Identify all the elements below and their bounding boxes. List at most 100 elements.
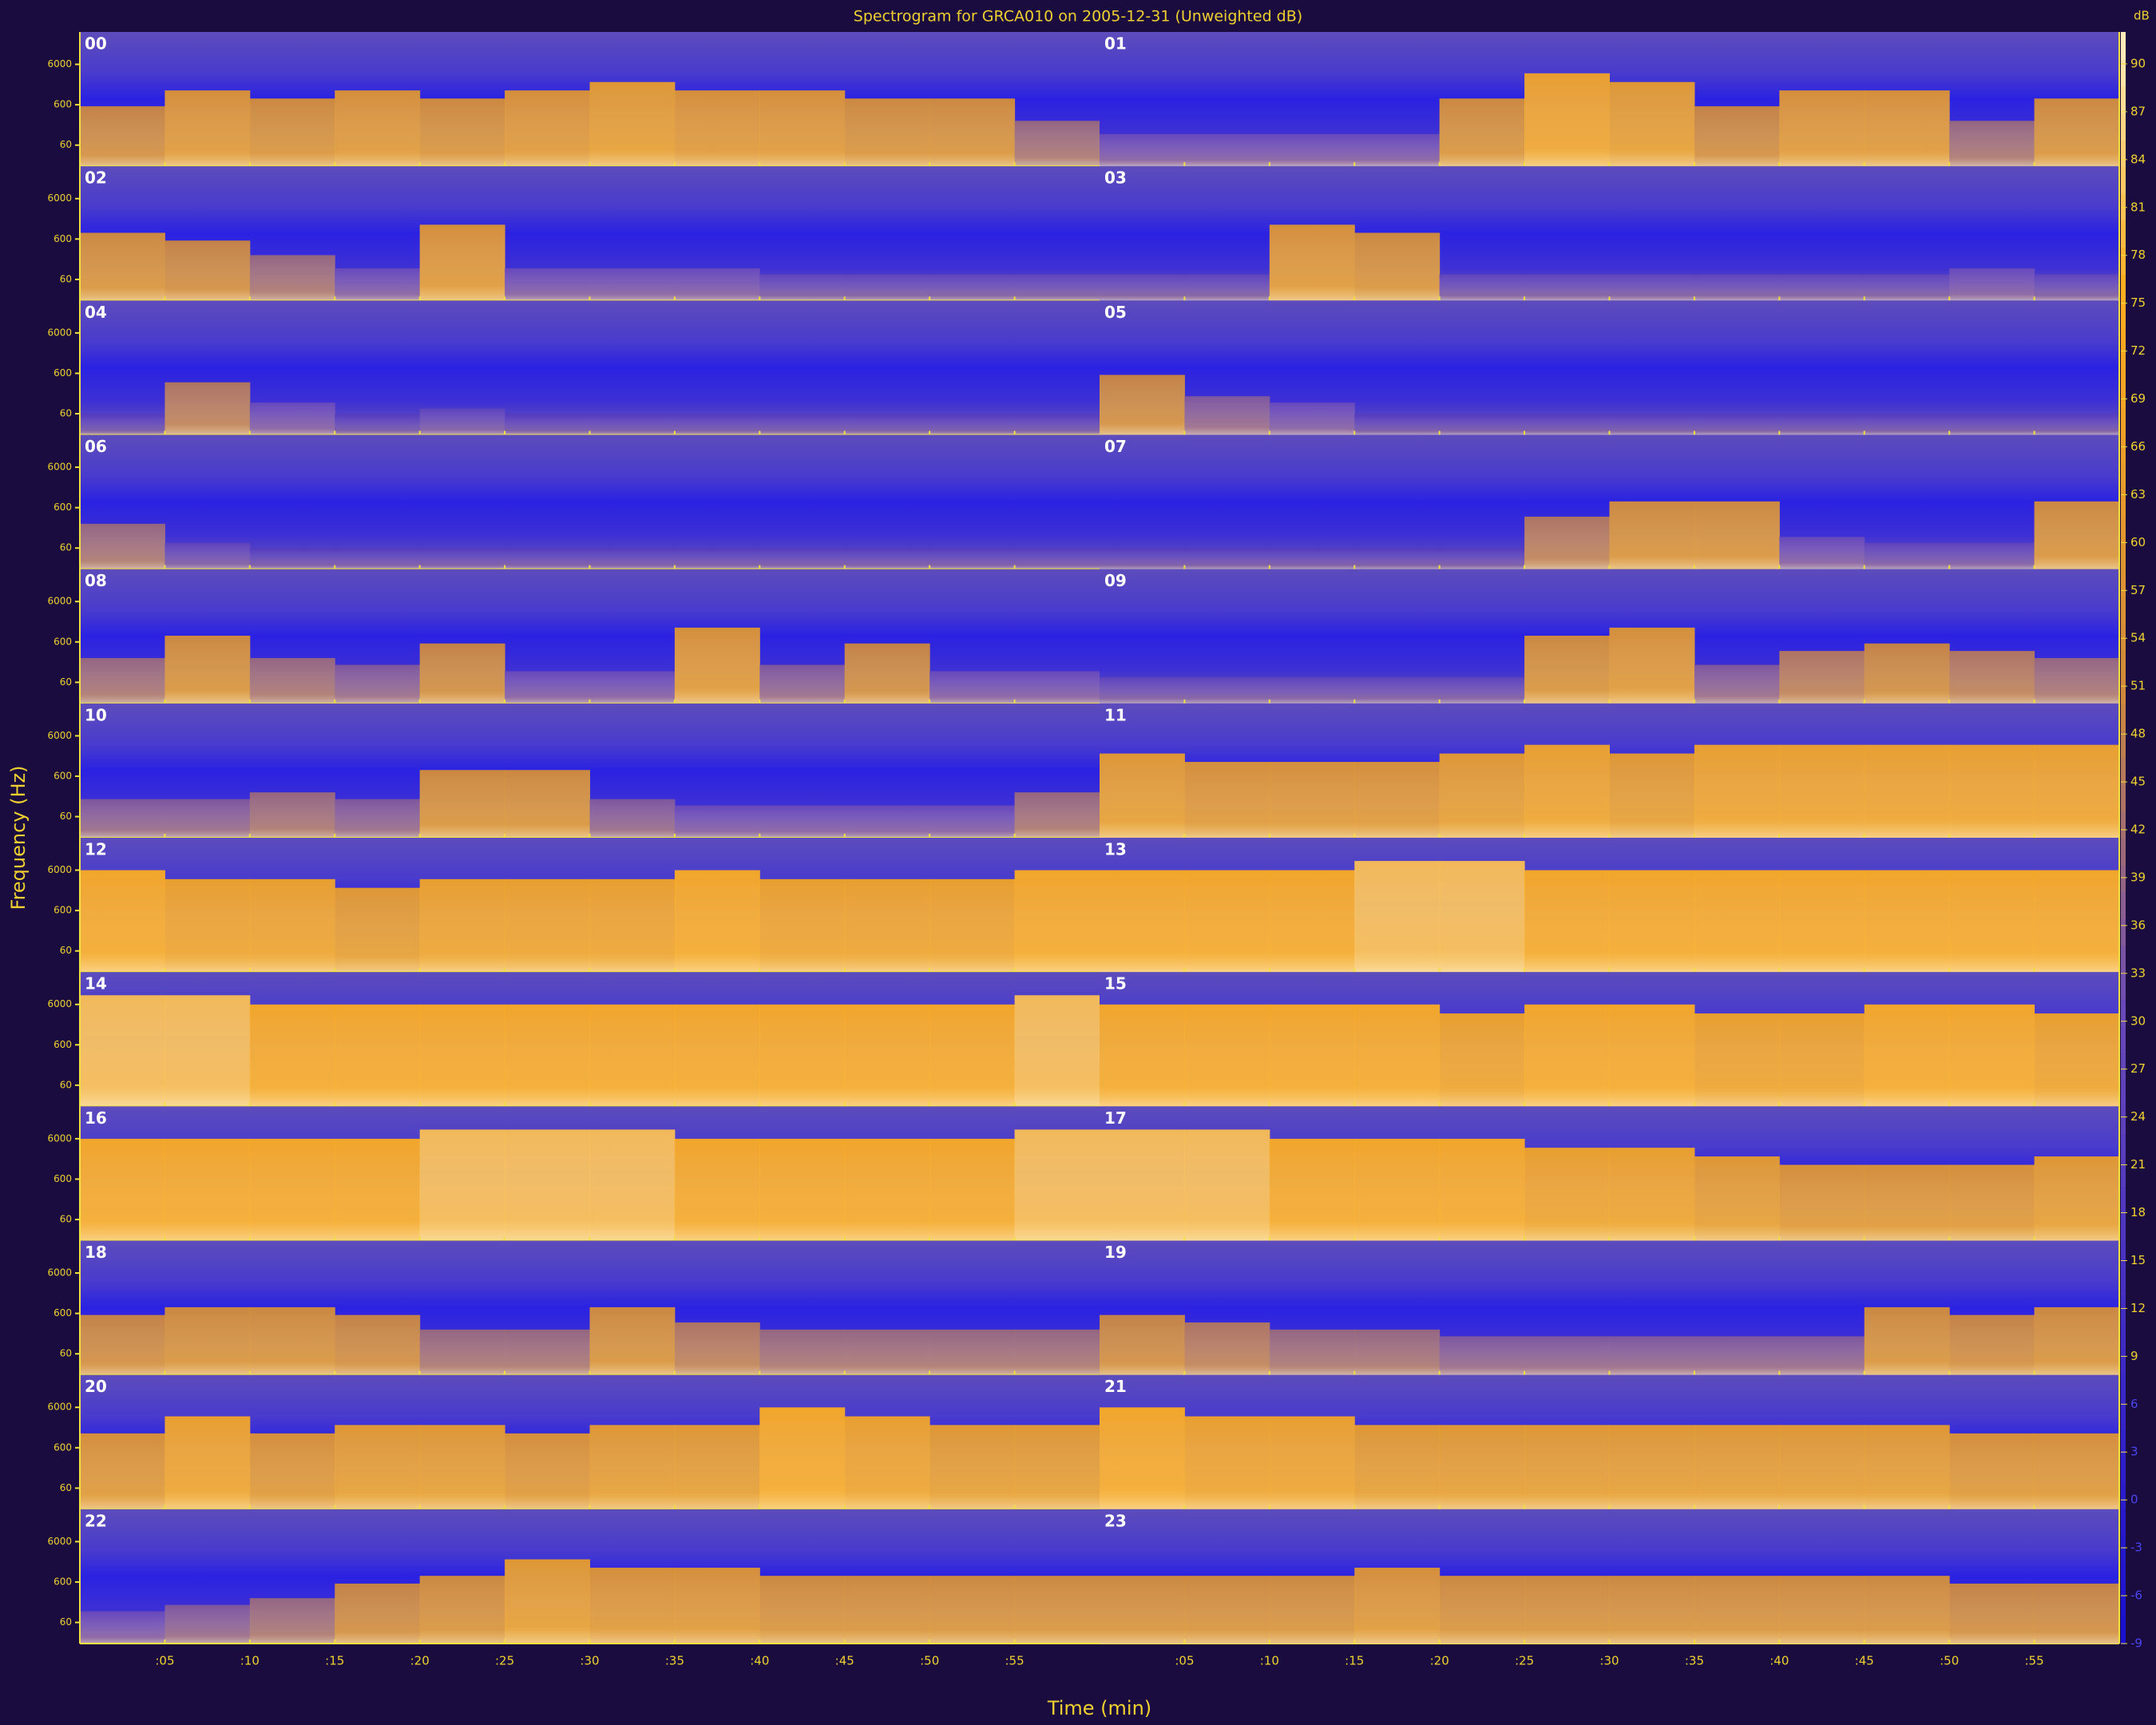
x-tick-label: :10 [1260,1654,1279,1668]
y-tick-label: 600 [54,1039,72,1050]
heat-glow [1609,1148,1695,1241]
hour-label: 01 [1104,34,1127,54]
heat-glow [844,643,930,704]
y-tick-label: 60 [60,139,72,150]
colorbar-tick-label: 81 [2130,200,2146,214]
heat-glow [335,664,421,704]
heat-glow [1100,753,1185,838]
x-tick-label: :20 [410,1654,430,1668]
heat-glow [505,1004,590,1107]
colorbar-segment [2121,354,2126,383]
colorbar-segment [2121,1536,2126,1564]
heat-glow [1779,651,1865,704]
heat-glow [505,878,590,973]
colorbar-segment [2121,622,2126,651]
heat-glow [1100,1004,1185,1107]
heat-glow [1949,651,2035,704]
x-tick-label: :35 [1685,1654,1704,1668]
colorbar-tick-label: 21 [2130,1157,2146,1172]
heat-glow [1439,1576,1525,1644]
heat-glow [1100,1315,1185,1375]
x-tick-label: :45 [1855,1654,1874,1668]
heat-glow [1269,1004,1355,1107]
heat-glow [1014,121,1100,167]
heat-glow [80,106,165,167]
x-tick-label: :30 [580,1654,599,1668]
heat-glow [1864,1307,1950,1375]
hour-label: 10 [85,705,107,724]
heat-glow [1694,274,1780,301]
y-tick-label: 60 [60,1079,72,1090]
heat-glow [1524,1148,1610,1241]
colorbar-segment [2121,85,2126,113]
y-tick-label: 6000 [47,192,72,204]
heat-glow [1694,870,1780,973]
heat-glow [1439,1425,1525,1509]
heat-glow [1609,1336,1695,1375]
heat-glow [1694,664,1780,704]
heat-glow [1524,516,1610,569]
y-tick-label: 600 [54,99,72,110]
colorbar-segment [2121,1160,2126,1188]
heat-glow [1184,1576,1270,1644]
hour-label: 09 [1104,571,1127,590]
heat-glow [589,878,676,973]
heat-glow [759,1138,846,1241]
colorbar-segment [2121,462,2126,490]
x-tick-label: :05 [155,1654,174,1668]
heat-glow [674,414,760,435]
colorbar-segment [2121,1079,2126,1108]
colorbar-segment [2121,407,2126,436]
heat-glow [335,1425,421,1509]
heat-glow [1949,1004,2035,1107]
heat-glow [1354,232,1441,301]
colorbar-segment [2121,515,2126,544]
x-tick-label: :40 [750,1654,769,1668]
heat-glow [1184,1416,1270,1509]
heat-glow [335,90,421,167]
heat-glow [1269,224,1355,301]
heat-glow [505,1433,590,1509]
heat-glow [80,523,165,569]
x-tick-label: :05 [1175,1654,1194,1668]
heat-glow [1269,402,1355,435]
heat-glow [164,1138,251,1241]
heat-glow [2034,1013,2120,1107]
x-tick-label: :15 [1345,1654,1364,1668]
heat-glow [1524,274,1610,301]
y-tick-label: 600 [54,1307,72,1319]
heat-glow [844,805,930,838]
heat-glow [1269,676,1355,704]
heat-glow [80,1138,165,1241]
colorbar-segment [2121,139,2126,168]
heat-glow [674,1004,760,1107]
heat-glow [1864,643,1950,704]
heat-glow [1949,542,2035,569]
heat-glow [1524,73,1610,167]
heat-glow [929,1576,1016,1644]
colorbar-tick-label: 54 [2130,631,2146,645]
heat-glow [844,98,930,167]
heat-glow [249,255,335,301]
x-tick-label: :10 [240,1654,260,1668]
x-tick-label: :20 [1430,1654,1449,1668]
heat-glow [929,805,1016,838]
colorbar-tick-label: 6 [2130,1397,2138,1411]
colorbar-segment [2121,1428,2126,1457]
heat-glow [419,1329,505,1375]
heat-glow [335,268,421,301]
heat-glow [419,643,505,704]
heat-glow [505,1129,590,1241]
colorbar-tick-label: 45 [2130,775,2146,789]
heat-glow [1269,1138,1355,1241]
heat-glow [505,268,590,301]
heat-glow [589,1129,676,1241]
heat-glow [759,1576,846,1644]
heat-glow [1269,1329,1355,1375]
heat-glow [759,414,846,435]
heat-glow [1779,1164,1865,1241]
colorbar-segment [2121,972,2126,1000]
heat-glow [1524,870,1610,973]
colorbar-segment [2121,1187,2126,1215]
